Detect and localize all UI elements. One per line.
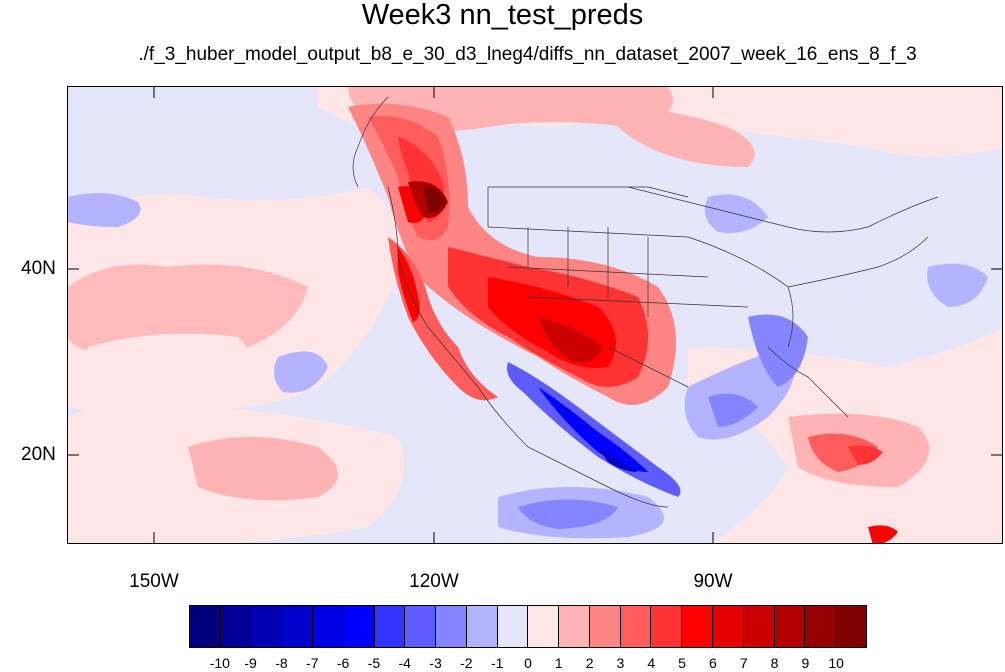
colorbar-swatch [374,606,406,647]
colorbar-tick-label: 4 [647,655,656,671]
colorbar-tick-label: -8 [275,655,288,671]
colorbar-swatch [836,606,866,647]
colorbar-swatch [497,606,529,647]
colorbar-tick-label: -7 [306,655,319,671]
colorbar-swatch [651,606,683,647]
colorbar-swatch [743,606,775,647]
colorbar-swatch [343,606,375,647]
colorbar-tick-label: -4 [398,655,411,671]
lon-label-90w: 90W [693,571,733,592]
colorbar-swatch [559,606,590,647]
colorbar-swatch [251,606,283,647]
mexico-cold-band [507,362,681,497]
colorbar-tick-label: 6 [709,655,717,671]
colorbar-tick-label: 3 [616,655,625,671]
colorbar-tick-label: 9 [801,655,810,671]
colorbar-swatch [589,606,621,647]
chart-subtitle: ./f_3_huber_model_output_b8_e_30_d3_lneg… [138,44,917,65]
colorbar-tick-label: -9 [244,655,257,671]
colorbar-tick-label: -3 [429,655,442,671]
colorbar-tick-label: 0 [524,655,532,671]
colorbar-swatch [282,606,314,647]
cold-anomaly-patches [68,193,988,539]
colorbar-tick-label: -2 [460,655,473,671]
colorbar-swatch [466,606,498,647]
colorbar-tick-label: -10 [209,655,230,671]
colorbar-swatch [405,606,437,647]
colorbar-tick-label: -6 [336,655,350,671]
coastlines-and-borders [352,96,939,508]
colorbar-swatch [682,606,714,647]
colorbar-swatch [774,606,806,647]
colorbar-tick-label: 2 [585,655,594,671]
colorbar-swatch [528,606,560,647]
lat-label-20n: 20N [21,444,56,465]
colorbar-swatch [220,606,252,647]
lon-label-120w: 120W [409,571,459,592]
anomaly-map [68,87,1002,543]
colorbar-tick-label: 5 [678,655,686,671]
colorbar-swatch [190,606,221,647]
chart-title: Week3 nn_test_preds [361,0,644,31]
colorbar-swatch [620,606,652,647]
colorbar-swatch [713,606,744,647]
colorbar-tick-label: 8 [770,655,779,671]
colorbar-tick-label: 10 [828,655,844,671]
colorbar-tick-label: 1 [554,655,563,671]
colorbar-tick-label: 7 [739,655,748,671]
colorbar-swatch [805,606,837,647]
lat-label-40n: 40N [21,258,56,279]
colorbar-swatch [313,606,344,647]
colorbar-swatch [436,606,467,647]
colorbar-tick-label: -5 [367,655,381,671]
map-panel [67,86,1003,544]
colorbar [189,605,867,648]
lon-label-150w: 150W [129,571,179,592]
western-warm-anomaly [348,103,676,406]
colorbar-tick-label: -1 [490,655,504,671]
